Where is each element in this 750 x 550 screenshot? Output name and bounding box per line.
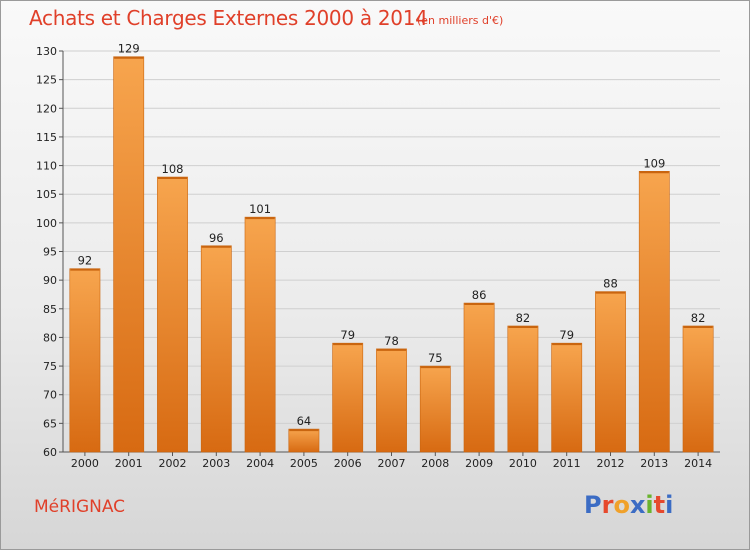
value-label-2009: 86 (472, 288, 487, 302)
x-tick-label: 2007 (378, 457, 406, 470)
y-tick-label: 125 (36, 74, 57, 87)
value-label-2004: 101 (249, 202, 271, 216)
logo-letter: P (584, 491, 602, 519)
bar-2013 (638, 171, 670, 453)
value-label-2008: 75 (428, 351, 443, 365)
y-tick-label: 65 (43, 417, 57, 430)
chart-subtitle: (en milliers d'€) (417, 14, 504, 27)
x-tick-label: 2014 (684, 457, 712, 470)
y-tick-label: 105 (36, 188, 57, 201)
bar-2002 (157, 176, 188, 453)
x-tick-label: 2006 (334, 457, 362, 470)
value-label-2006: 79 (340, 328, 355, 342)
x-tick-label: 2001 (115, 457, 143, 470)
proxiti-logo[interactable]: Proxiti (584, 491, 673, 519)
x-tick-label: 2012 (597, 457, 625, 470)
x-tick-label: 2004 (246, 457, 274, 470)
x-tick-label: 2008 (421, 457, 449, 470)
y-tick-label: 115 (36, 131, 57, 144)
x-tick-label: 2013 (640, 457, 668, 470)
logo-letter: i (665, 491, 674, 519)
bar-2001 (113, 56, 145, 453)
y-tick-label: 75 (43, 360, 57, 373)
y-tick-label: 95 (43, 246, 57, 259)
value-label-2003: 96 (209, 231, 224, 245)
value-label-2011: 79 (559, 328, 574, 342)
city-name: MéRIGNAC (34, 497, 126, 517)
bar-2003 (200, 245, 232, 453)
bar-2008 (419, 365, 451, 453)
bar-2004 (244, 216, 276, 453)
x-tick-label: 2002 (159, 457, 187, 470)
value-labels: 92 129 108 96 101 64 79 78 75 86 82 79 88 109 82 (78, 42, 706, 428)
x-tick-label: 2010 (509, 457, 537, 470)
y-tick-label: 90 (43, 274, 57, 287)
value-label-2002: 108 (162, 162, 184, 176)
x-tick-label: 2009 (465, 457, 493, 470)
y-tick-label: 80 (43, 331, 57, 344)
bar-2014 (682, 325, 714, 453)
value-label-2014: 82 (691, 311, 706, 325)
x-tick-label: 2011 (553, 457, 581, 470)
value-label-2010: 82 (516, 311, 531, 325)
bar-2006 (332, 342, 364, 453)
value-label-2000: 92 (78, 254, 93, 268)
value-label-2005: 64 (297, 414, 312, 428)
value-label-2007: 78 (384, 334, 399, 348)
bar-2007 (376, 348, 407, 453)
value-label-2012: 88 (603, 277, 618, 291)
bar-2012 (595, 291, 626, 453)
logo-letter: t (653, 491, 666, 519)
chart-title: Achats et Charges Externes 2000 à 2014 (29, 6, 428, 30)
x-tick-label: 2000 (71, 457, 99, 470)
y-tick-label: 70 (43, 389, 57, 402)
value-label-2001: 129 (118, 42, 140, 56)
bar-2009 (463, 302, 495, 453)
logo-letter: x (629, 491, 646, 519)
bar-2011 (551, 342, 583, 453)
y-tick-label: 110 (36, 160, 57, 173)
bars (69, 56, 714, 453)
bar-2000 (69, 268, 101, 453)
y-tick-label: 120 (36, 102, 57, 115)
logo-letter: r (601, 491, 614, 519)
logo-letter: i (645, 491, 654, 519)
x-tick-label: 2005 (290, 457, 318, 470)
y-tick-label: 60 (43, 446, 57, 459)
y-tick-label: 85 (43, 303, 57, 316)
bar-2010 (507, 325, 539, 453)
x-tick-label: 2003 (202, 457, 230, 470)
y-tick-label: 100 (36, 217, 57, 230)
bar-2005 (288, 428, 320, 453)
logo-letter: o (613, 491, 630, 519)
value-label-2013: 109 (643, 156, 665, 170)
y-tick-label: 130 (36, 45, 57, 58)
